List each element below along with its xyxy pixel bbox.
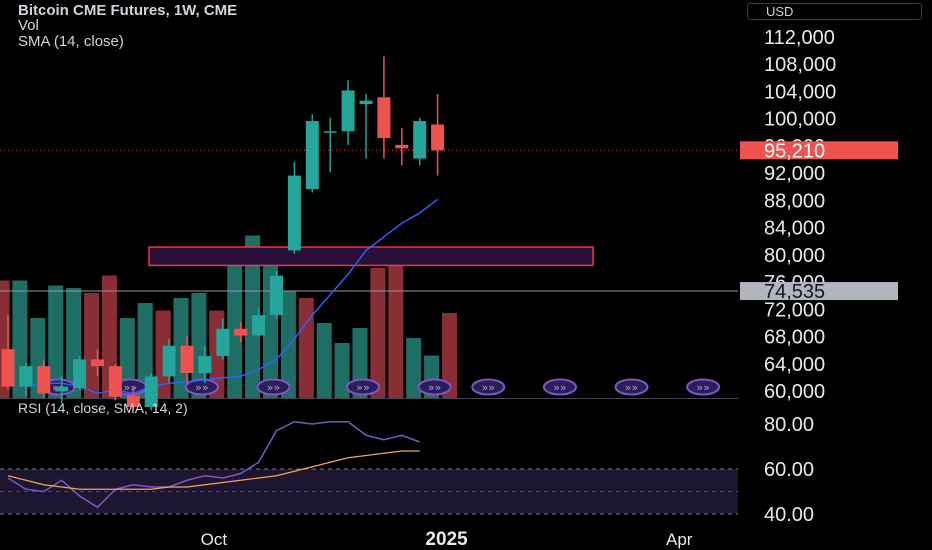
volume-bar xyxy=(137,303,153,398)
price-tick-label: 60,000 xyxy=(764,381,825,403)
event-marker-glyph: »» xyxy=(482,381,495,394)
chart-title: Bitcoin CME Futures, 1W, CME xyxy=(18,2,238,19)
event-marker xyxy=(614,378,649,396)
volume-bar xyxy=(119,318,135,398)
candle-body xyxy=(270,275,283,316)
rsi-legend: RSI (14, close, SMA, 14, 2) xyxy=(18,400,188,416)
candle-body xyxy=(162,345,176,377)
volume-bar xyxy=(370,268,386,398)
event-marker xyxy=(346,378,380,396)
candle-body xyxy=(395,144,409,149)
candle-body xyxy=(413,121,427,159)
candle-body xyxy=(198,355,212,373)
event-marker-glyph: »» xyxy=(356,381,369,394)
candle-body xyxy=(144,376,158,408)
candle-body xyxy=(180,345,194,373)
candle-body xyxy=(431,124,445,151)
price-tick-label: 68,000 xyxy=(764,327,825,349)
candle-body xyxy=(73,359,87,388)
candle-body xyxy=(377,97,391,139)
price-zone-box xyxy=(148,246,594,267)
event-marker xyxy=(256,378,291,396)
candle-body xyxy=(216,328,230,356)
horizontal-line-label-bg xyxy=(740,282,898,301)
price-tick-label: 72,000 xyxy=(764,299,825,321)
rsi-tick-label: 80.00 xyxy=(764,414,814,436)
rsi-tick-label: 60.00 xyxy=(764,459,814,481)
volume-bar xyxy=(406,338,422,398)
rsi-sma-line xyxy=(7,450,420,490)
volume-bar xyxy=(298,298,314,398)
event-marker xyxy=(471,378,506,396)
volume-bar xyxy=(262,248,279,398)
candle-body xyxy=(91,359,104,367)
candle-body xyxy=(287,175,301,251)
volume-bar xyxy=(0,280,10,398)
current-price-label: 95,210 xyxy=(764,140,825,162)
volume-bar xyxy=(48,285,64,398)
candle-body xyxy=(323,131,337,133)
horizontal-line-price-label: 74,535 xyxy=(764,281,825,303)
event-marker xyxy=(417,378,452,396)
candle-body xyxy=(234,328,248,336)
event-marker-glyph: »» xyxy=(553,381,566,394)
candle-body xyxy=(126,395,140,408)
volume-bar xyxy=(334,343,350,398)
candle-body xyxy=(37,366,51,394)
candle-body xyxy=(1,349,15,387)
currency-button[interactable]: USD xyxy=(747,3,922,20)
event-marker-glyph: »» xyxy=(195,381,208,394)
volume-bar xyxy=(83,293,100,398)
event-marker-glyph: »» xyxy=(696,381,709,394)
price-tick-label: 84,000 xyxy=(764,218,825,240)
volume-bar xyxy=(388,250,404,398)
price-tick-label: 92,000 xyxy=(764,163,825,185)
price-tick-label: 88,000 xyxy=(764,190,825,212)
price-tick-label: 108,000 xyxy=(764,54,836,76)
price-tick-label: 64,000 xyxy=(764,354,825,376)
price-tick-label: 100,000 xyxy=(764,109,836,131)
sma-line xyxy=(25,198,439,395)
event-marker-glyph: »» xyxy=(625,381,638,394)
price-tick-label: 112,000 xyxy=(764,27,835,49)
rsi-line xyxy=(7,420,420,509)
candle-body xyxy=(252,315,266,336)
volume-bar xyxy=(280,290,296,398)
sma-legend: SMA (14, close) xyxy=(18,33,124,50)
event-marker-glyph: »» xyxy=(267,381,280,394)
event-marker xyxy=(686,378,721,396)
volume-bar xyxy=(441,313,458,398)
candle-body xyxy=(305,121,319,190)
current-price-label-bg xyxy=(740,141,898,160)
event-marker xyxy=(542,378,577,396)
candle-body xyxy=(341,90,355,132)
candle-body xyxy=(359,100,373,105)
time-tick-label: Oct xyxy=(201,530,228,549)
time-tick-label: Apr xyxy=(666,530,693,549)
price-tick-label: 80,000 xyxy=(764,245,825,267)
volume-legend: Vol xyxy=(18,17,39,34)
volume-bar xyxy=(316,323,332,398)
event-marker-glyph: »» xyxy=(428,381,441,394)
candle-body xyxy=(19,366,33,387)
time-tick-label: 2025 xyxy=(425,529,468,550)
candle-body xyxy=(55,386,69,392)
candle-body xyxy=(108,366,122,397)
rsi-tick-label: 40.00 xyxy=(764,504,814,526)
price-tick-label: 104,000 xyxy=(764,81,836,103)
